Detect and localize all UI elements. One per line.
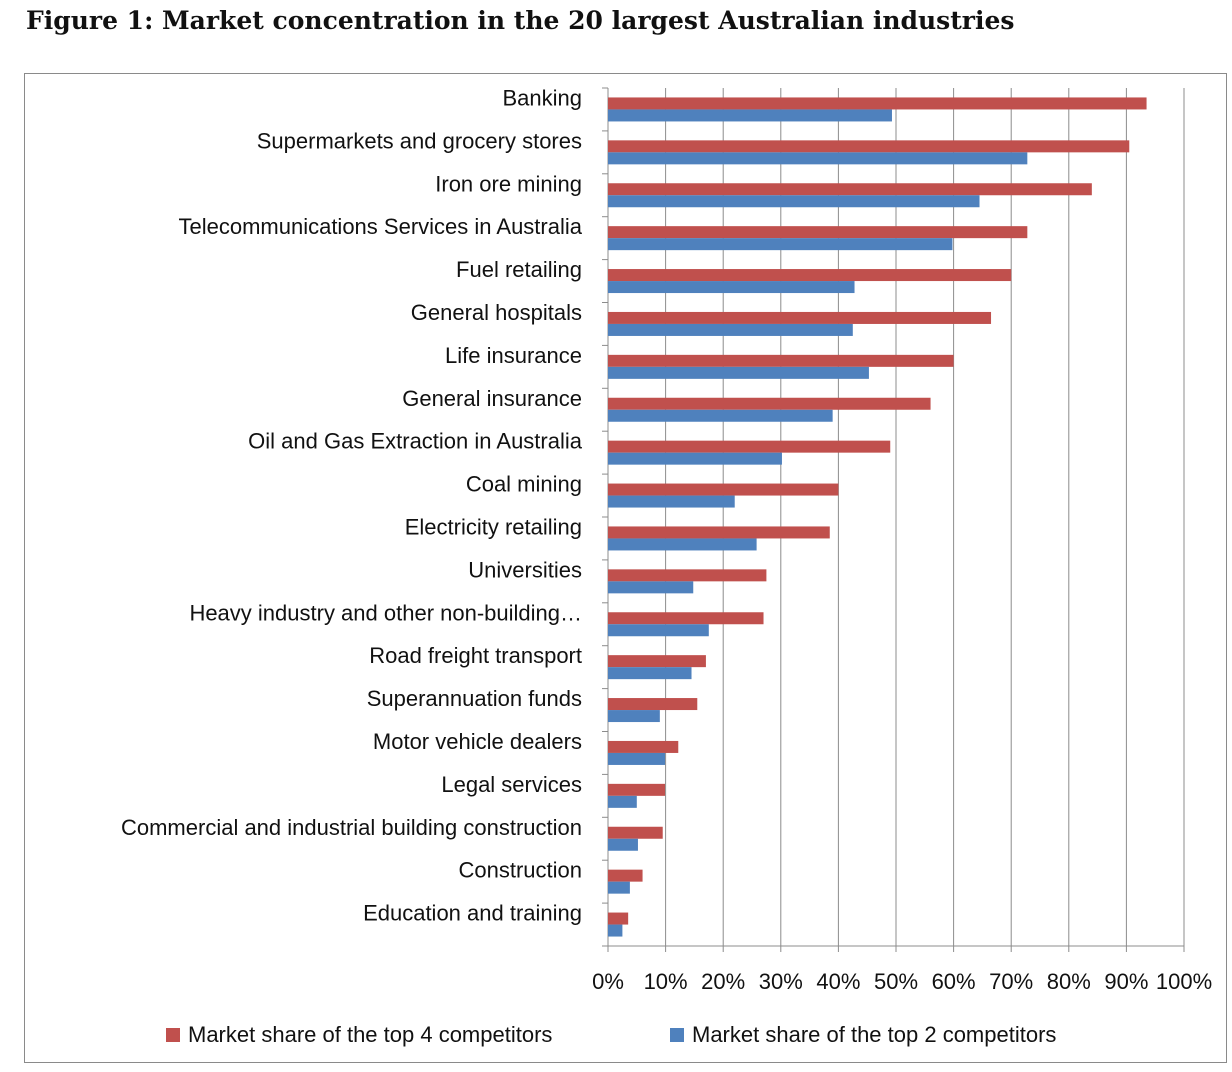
bar-top4 (608, 698, 698, 711)
legend-swatch-top4 (166, 1028, 180, 1042)
figure-title: Figure 1: Market concentration in the 20… (26, 6, 1015, 35)
legend-label-top2: Market share of the top 2 competitors (692, 1022, 1057, 1047)
bar-top4 (608, 655, 706, 668)
bar-top2 (608, 667, 692, 680)
category-label: Telecommunications Services in Australia (178, 214, 582, 239)
bar-top2 (608, 838, 638, 851)
bar-top4 (608, 183, 1092, 196)
bar-top4 (608, 97, 1147, 110)
x-tick-label: 20% (701, 969, 745, 994)
bar-top4 (608, 783, 666, 796)
x-tick-label: 40% (816, 969, 860, 994)
category-label: Supermarkets and grocery stores (257, 128, 582, 153)
x-tick-label: 10% (644, 969, 688, 994)
bar-top4 (608, 526, 830, 539)
legend-item-top2: Market share of the top 2 competitors (670, 1022, 1056, 1048)
category-label: Construction (458, 858, 582, 883)
bar-top2 (608, 752, 666, 765)
category-label: Life insurance (445, 343, 582, 368)
bar-top2 (608, 152, 1028, 165)
category-label: Iron ore mining (435, 171, 582, 196)
category-label: Road freight transport (369, 643, 582, 668)
bar-top4 (608, 311, 992, 324)
x-tick-label: 30% (759, 969, 803, 994)
bar-top2 (608, 281, 855, 294)
bar-top2 (608, 238, 953, 251)
bar-top2 (608, 452, 782, 465)
bar-top2 (608, 323, 853, 336)
bar-top2 (608, 109, 892, 122)
legend-swatch-top2 (670, 1028, 684, 1042)
bar-top2 (608, 409, 833, 422)
category-label: General insurance (402, 386, 582, 411)
category-label: Education and training (363, 901, 582, 926)
bar-top4 (608, 912, 629, 925)
bar-top4 (608, 612, 764, 625)
bar-top4 (608, 869, 643, 882)
bar-top4 (608, 354, 954, 367)
legend-item-top4: Market share of the top 4 competitors (166, 1022, 552, 1048)
bar-top2 (608, 195, 980, 208)
x-tick-label: 80% (1047, 969, 1091, 994)
x-tick-label: 60% (932, 969, 976, 994)
bar-top4 (608, 140, 1130, 153)
bar-top4 (608, 740, 679, 753)
bar-top2 (608, 581, 694, 594)
bar-top4 (608, 269, 1012, 282)
bar-top2 (608, 710, 660, 723)
category-label: Electricity retailing (405, 514, 582, 539)
x-tick-label: 50% (874, 969, 918, 994)
bar-top4 (608, 397, 931, 410)
category-label: Universities (468, 557, 582, 582)
category-label: Fuel retailing (456, 257, 582, 282)
x-tick-label: 90% (1104, 969, 1148, 994)
legend-label-top4: Market share of the top 4 competitors (188, 1022, 553, 1047)
bar-top2 (608, 795, 637, 808)
bar-top4 (608, 569, 767, 582)
category-label: General hospitals (411, 300, 582, 325)
x-tick-label: 100% (1156, 969, 1212, 994)
category-label: Coal mining (466, 472, 582, 497)
x-tick-label: 70% (989, 969, 1033, 994)
bar-top2 (608, 366, 869, 379)
category-label: Banking (502, 85, 582, 110)
bar-top4 (608, 226, 1028, 239)
category-label: Legal services (441, 772, 582, 797)
category-label: Superannuation funds (367, 686, 582, 711)
x-tick-label: 0% (592, 969, 624, 994)
bar-top2 (608, 924, 623, 937)
bar-top2 (608, 881, 630, 894)
bar-top4 (608, 440, 891, 453)
category-label: Commercial and industrial building const… (121, 815, 582, 840)
bar-top4 (608, 483, 839, 496)
bar-top4 (608, 826, 663, 839)
category-label: Motor vehicle dealers (373, 729, 582, 754)
category-label: Heavy industry and other non-building… (189, 600, 582, 625)
bar-top2 (608, 495, 735, 508)
category-label: Oil and Gas Extraction in Australia (248, 429, 583, 454)
bar-top2 (608, 624, 709, 637)
bar-top2 (608, 538, 757, 551)
